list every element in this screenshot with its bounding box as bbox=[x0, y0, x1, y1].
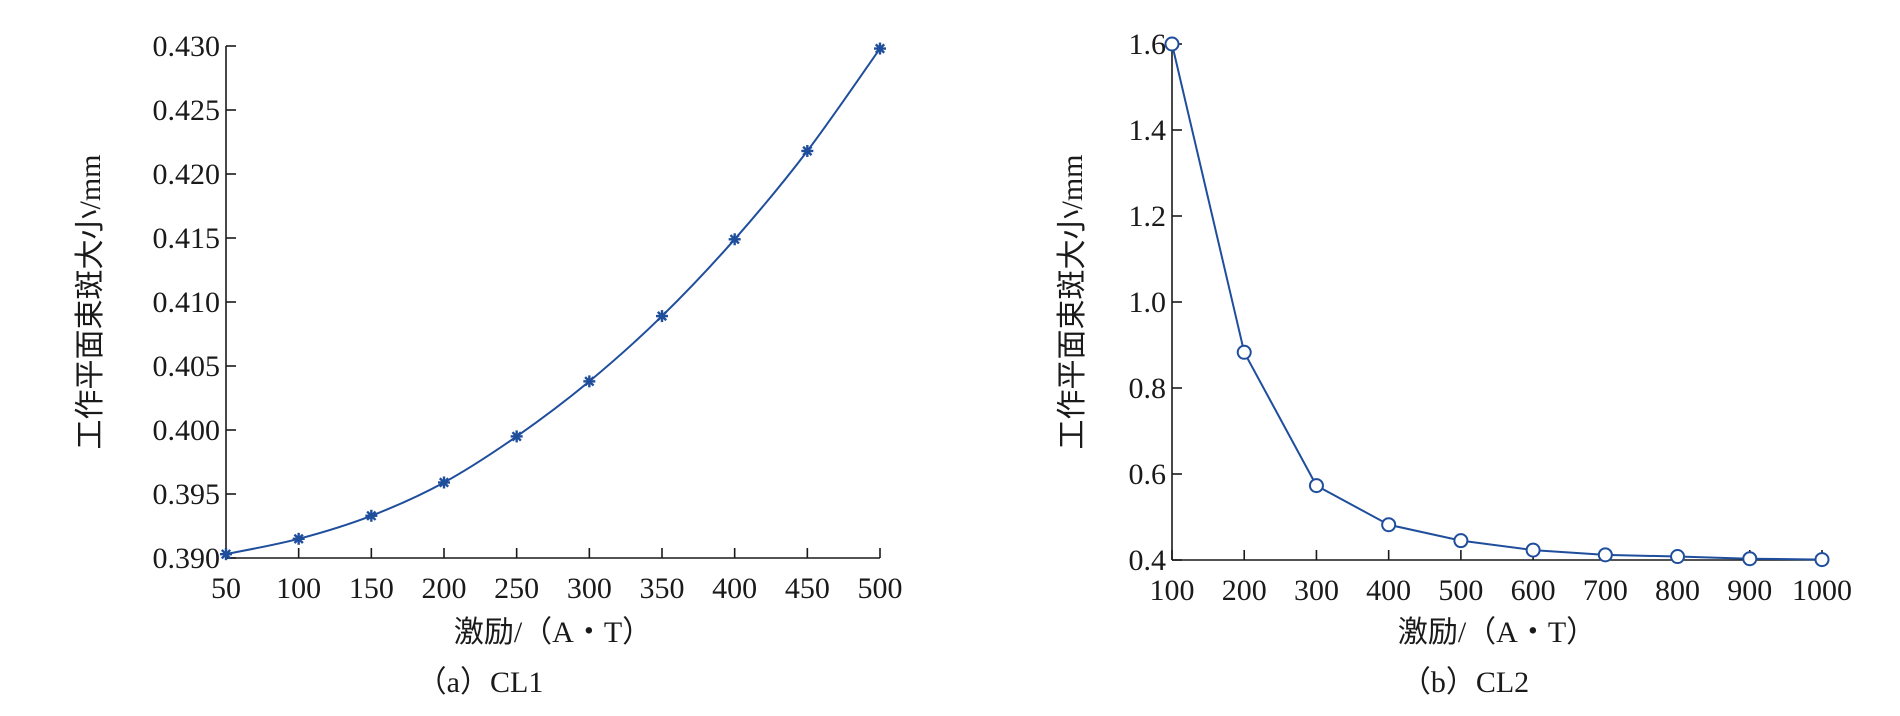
x-tick-label: 100 bbox=[276, 572, 321, 605]
data-point bbox=[801, 144, 814, 157]
x-tick-label: 200 bbox=[422, 572, 467, 605]
data-point bbox=[1236, 344, 1252, 360]
y-tick-label: 1.0 bbox=[1129, 286, 1167, 319]
y-tick-label: 1.4 bbox=[1129, 114, 1167, 147]
data-point bbox=[292, 532, 305, 545]
data-point bbox=[1164, 36, 1180, 52]
data-point bbox=[656, 310, 668, 323]
x-axis-title: 激励/（A・T） bbox=[454, 616, 652, 649]
series-line bbox=[225, 47, 881, 556]
data-point bbox=[365, 509, 378, 522]
x-tick-label: 900 bbox=[1727, 574, 1772, 607]
data-point bbox=[510, 430, 523, 443]
y-tick-label: 0.8 bbox=[1129, 372, 1167, 405]
y-tick-label: 0.405 bbox=[153, 350, 221, 383]
x-tick-label: 400 bbox=[712, 572, 757, 605]
chart-panel-b: 0.4 0.6 0.8 1.0 1.2 1.4 1.6 100 200 300 400 500 600 7… bbox=[1056, 28, 1852, 699]
y-tick-label: 0.430 bbox=[153, 30, 221, 63]
y-tick-label: 0.390 bbox=[153, 542, 221, 575]
y-tick-label: 0.400 bbox=[153, 414, 221, 447]
y-axis-title: 工作平面束斑大小/mm bbox=[1056, 154, 1089, 449]
y-tick-label: 0.395 bbox=[153, 478, 221, 511]
x-tick-label: 1000 bbox=[1792, 574, 1852, 607]
data-point bbox=[1308, 478, 1324, 494]
y-tick-label: 0.410 bbox=[153, 286, 221, 319]
series-line bbox=[1171, 43, 1823, 561]
x-tick-label: 350 bbox=[640, 572, 685, 605]
data-point bbox=[438, 476, 450, 489]
x-tick-label: 200 bbox=[1222, 574, 1267, 607]
x-tick-label: 600 bbox=[1511, 574, 1556, 607]
y-axis-title: 工作平面束斑大小/mm bbox=[74, 154, 107, 449]
x-tick-label: 150 bbox=[349, 572, 394, 605]
y-tick-label: 0.4 bbox=[1129, 544, 1167, 577]
x-tick-label: 250 bbox=[494, 572, 539, 605]
data-point bbox=[1814, 552, 1830, 568]
data-point bbox=[1381, 517, 1397, 533]
x-tick-label: 450 bbox=[785, 572, 830, 605]
x-tick-label: 800 bbox=[1655, 574, 1700, 607]
data-point bbox=[874, 42, 886, 55]
data-point bbox=[1525, 542, 1541, 558]
data-point bbox=[1597, 547, 1613, 563]
y-tick-label: 0.420 bbox=[153, 158, 221, 191]
x-tick-label: 100 bbox=[1150, 574, 1195, 607]
data-point bbox=[220, 548, 232, 561]
y-tick-label: 0.415 bbox=[153, 222, 221, 255]
y-tick-label: 0.425 bbox=[153, 94, 221, 127]
x-tick-label: 300 bbox=[567, 572, 612, 605]
data-point bbox=[583, 375, 596, 388]
panel-caption: （b）CL2 bbox=[1401, 666, 1529, 699]
data-point bbox=[1670, 549, 1686, 565]
panel-caption: （a）CL1 bbox=[417, 666, 544, 699]
x-tick-label: 500 bbox=[858, 572, 903, 605]
x-tick-label: 500 bbox=[1438, 574, 1483, 607]
y-tick-label: 0.6 bbox=[1129, 458, 1167, 491]
data-point bbox=[1742, 551, 1758, 567]
x-tick-label: 300 bbox=[1294, 574, 1339, 607]
x-axis-title: 激励/（A・T） bbox=[1398, 616, 1596, 649]
data-point bbox=[1453, 533, 1469, 549]
x-tick-label: 50 bbox=[211, 572, 241, 605]
x-tick-label: 700 bbox=[1583, 574, 1628, 607]
data-point bbox=[728, 233, 741, 246]
x-tick-label: 400 bbox=[1366, 574, 1411, 607]
y-tick-label: 1.2 bbox=[1129, 200, 1167, 233]
chart-panel-a: 0.390 0.395 0.400 0.405 0.410 0.415 0.420 0.425… bbox=[74, 30, 903, 699]
y-tick-label: 1.6 bbox=[1129, 28, 1167, 61]
